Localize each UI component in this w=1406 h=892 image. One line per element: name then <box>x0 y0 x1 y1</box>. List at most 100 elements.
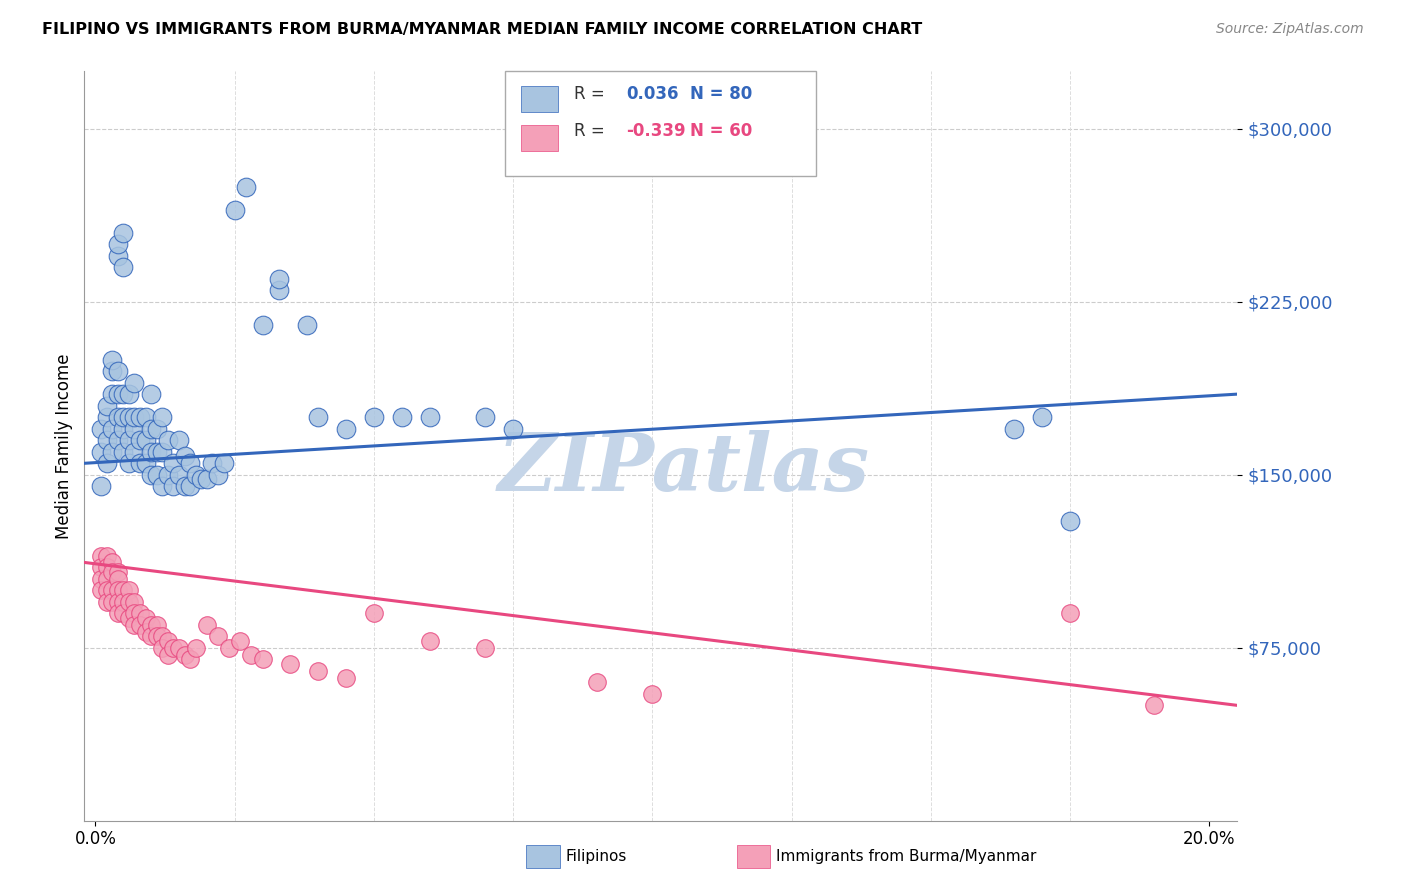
Text: Immigrants from Burma/Myanmar: Immigrants from Burma/Myanmar <box>776 849 1036 863</box>
Point <box>1143 698 1166 713</box>
Text: R =: R = <box>575 85 616 103</box>
Point <box>156 434 179 448</box>
Point <box>335 671 357 685</box>
Point <box>112 583 135 598</box>
Point <box>107 594 129 608</box>
Point <box>167 467 190 482</box>
Point <box>235 179 257 194</box>
Point <box>179 652 201 666</box>
Point <box>118 434 141 448</box>
Point <box>184 467 207 482</box>
Point <box>1059 514 1081 528</box>
FancyBboxPatch shape <box>522 86 558 112</box>
Point <box>101 556 124 570</box>
Point <box>229 633 252 648</box>
Point <box>101 565 124 579</box>
Point <box>162 640 184 655</box>
Point <box>129 617 152 632</box>
Text: ZIPatlas: ZIPatlas <box>498 430 870 508</box>
Point <box>240 648 263 662</box>
Point <box>96 434 118 448</box>
Point <box>141 444 163 458</box>
Point <box>145 444 167 458</box>
Point <box>173 450 195 464</box>
Point <box>184 640 207 655</box>
Point <box>124 606 146 620</box>
Point <box>190 472 212 486</box>
Point <box>96 549 118 563</box>
Point <box>141 617 163 632</box>
Point <box>112 260 135 275</box>
Point <box>1059 606 1081 620</box>
Point <box>96 560 118 574</box>
Point <box>118 611 141 625</box>
Point <box>107 249 129 263</box>
Point <box>96 399 118 413</box>
Point <box>224 202 246 217</box>
Text: N = 80: N = 80 <box>690 85 752 103</box>
Point <box>90 422 112 436</box>
Point <box>90 479 112 493</box>
Point <box>96 456 118 470</box>
Point <box>474 640 496 655</box>
Point <box>135 624 157 639</box>
Point <box>280 657 302 671</box>
Point <box>90 549 112 563</box>
Point <box>269 272 291 286</box>
Point <box>124 376 146 390</box>
Point <box>118 387 141 401</box>
Point <box>195 472 218 486</box>
Point <box>124 410 146 425</box>
Point <box>156 648 179 662</box>
Point <box>502 422 524 436</box>
Point <box>129 456 152 470</box>
Point <box>107 237 129 252</box>
Point <box>307 664 329 678</box>
Point <box>156 633 179 648</box>
Point <box>135 410 157 425</box>
Point <box>156 467 179 482</box>
Point <box>150 410 173 425</box>
FancyBboxPatch shape <box>505 71 817 177</box>
Point <box>118 456 141 470</box>
Point <box>173 479 195 493</box>
Point <box>145 422 167 436</box>
Point <box>101 594 124 608</box>
Point <box>141 387 163 401</box>
Point <box>96 583 118 598</box>
Text: Source: ZipAtlas.com: Source: ZipAtlas.com <box>1216 22 1364 37</box>
Point <box>150 444 173 458</box>
Point <box>101 422 124 436</box>
Text: R =: R = <box>575 122 610 140</box>
Point <box>124 422 146 436</box>
Point <box>118 410 141 425</box>
Point <box>641 687 664 701</box>
Point <box>96 572 118 586</box>
Point <box>101 444 124 458</box>
Point <box>124 444 146 458</box>
Point <box>179 456 201 470</box>
Point <box>135 456 157 470</box>
Point <box>124 594 146 608</box>
Point <box>419 633 441 648</box>
Point <box>195 617 218 632</box>
Point <box>363 410 385 425</box>
Point <box>145 629 167 643</box>
Point <box>363 606 385 620</box>
Point <box>90 444 112 458</box>
Point <box>124 617 146 632</box>
Point <box>419 410 441 425</box>
Point <box>107 565 129 579</box>
Point <box>207 467 229 482</box>
Point <box>129 410 152 425</box>
Point <box>1004 422 1026 436</box>
Point <box>118 583 141 598</box>
Point <box>150 629 173 643</box>
Point <box>112 444 135 458</box>
Point <box>212 456 235 470</box>
FancyBboxPatch shape <box>522 125 558 151</box>
Point <box>101 387 124 401</box>
Point <box>96 594 118 608</box>
Point <box>107 410 129 425</box>
Point <box>141 422 163 436</box>
